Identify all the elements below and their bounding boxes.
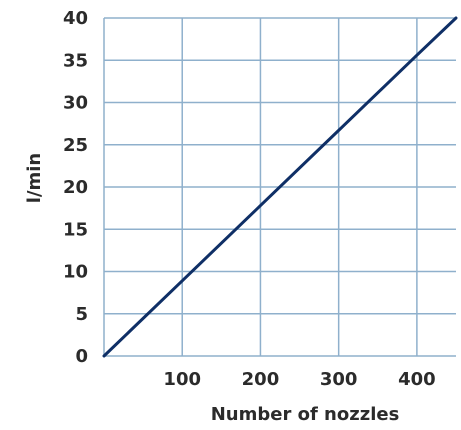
- series-line: [102, 16, 458, 358]
- y-tick-label: 5: [75, 304, 88, 325]
- y-tick-label: 15: [63, 219, 88, 240]
- y-tick-label: 25: [63, 135, 88, 156]
- grid: [103, 17, 456, 357]
- y-tick-label: 0: [75, 346, 88, 367]
- y-tick-label: 10: [63, 262, 88, 283]
- x-tick-label: 400: [398, 369, 436, 390]
- y-axis-title: l/min: [24, 153, 45, 203]
- x-tick-label: 100: [163, 369, 201, 390]
- series: [102, 16, 458, 358]
- x-tick-label: 200: [242, 369, 280, 390]
- y-tick-label: 30: [63, 93, 88, 114]
- x-tick-label: 300: [320, 369, 358, 390]
- y-tick-label: 40: [63, 8, 88, 29]
- tick-labels: 0 5 10 15 20 25 30 35 40 100 200 300 400: [63, 8, 436, 390]
- y-tick-label: 35: [63, 50, 88, 71]
- y-tick-label: 20: [63, 177, 88, 198]
- x-axis-title: Number of nozzles: [211, 404, 400, 425]
